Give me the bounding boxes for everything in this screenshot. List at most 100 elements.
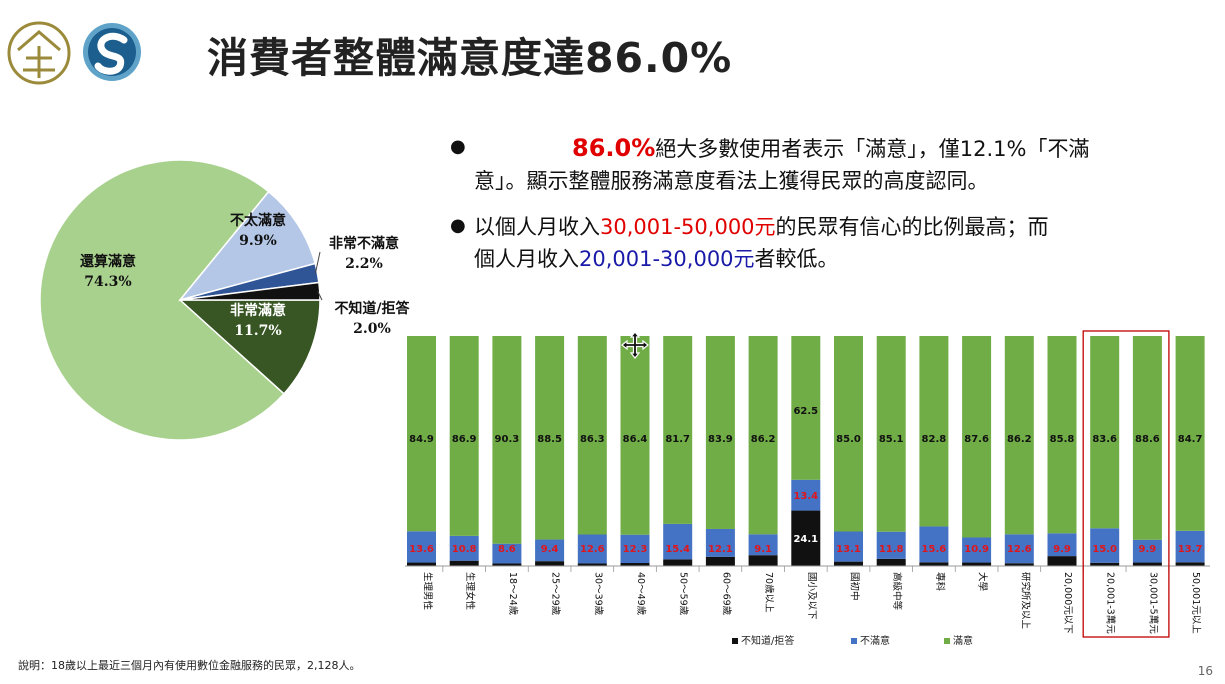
pie-slice-very-satisfied xyxy=(178,299,321,395)
bar-label-satisfied: 83.9 xyxy=(708,434,733,445)
bar-label-unsatisfied: 9.9 xyxy=(1053,544,1071,555)
page-number: 16 xyxy=(1197,664,1213,678)
bar-label-satisfied: 85.1 xyxy=(879,434,904,445)
pie-value-label: 2.2% xyxy=(345,256,383,272)
bullet-1-text-1: 絕大多數使用者表示「滿意」，僅12.1%「不滿 xyxy=(655,137,1090,161)
bar-label-unsatisfied: 12.1 xyxy=(708,544,733,555)
bar-category-label: 70歲以上 xyxy=(763,572,775,613)
bar-category-label: 20,001-3萬元 xyxy=(1105,572,1117,634)
legend-swatch-sat xyxy=(944,638,950,644)
bar-label-unsatisfied: 9.1 xyxy=(754,544,772,555)
bar-label-satisfied: 86.9 xyxy=(452,434,477,445)
pie-value-label: 2.0% xyxy=(353,321,391,337)
bar-label-satisfied: 84.7 xyxy=(1178,434,1203,445)
bar-label-dont-know: 24.1 xyxy=(793,534,818,545)
pie-leader-line xyxy=(314,251,321,274)
bar-category-label: 專科 xyxy=(934,572,946,592)
bar-segment-unsatisfied xyxy=(1047,533,1077,557)
bar-segment-unsatisfied xyxy=(1132,539,1162,563)
bar-category-label: 國小及以下 xyxy=(806,572,817,620)
bar-label-unsatisfied: 13.4 xyxy=(793,491,818,502)
legend-swatch-unsat xyxy=(851,638,857,644)
bar-segment-dont-know xyxy=(1004,563,1034,566)
bullet-2-mid: 的民眾有信心的比例最高；而 xyxy=(775,215,1049,239)
bullet-1: ● 86.0%絕大多數使用者表示「滿意」，僅12.1%「不滿 意」。顯示整體服務… xyxy=(450,132,1210,197)
bar-segment-dont-know xyxy=(919,562,949,566)
move-cursor-icon xyxy=(621,331,649,359)
pie-slice-dont-know xyxy=(179,281,321,301)
bar-label-unsatisfied: 9.9 xyxy=(1139,544,1157,555)
pie-label: 非常滿意 xyxy=(230,302,286,319)
bar-label-satisfied: 81.7 xyxy=(665,434,690,445)
bar-label-unsatisfied: 12.6 xyxy=(1007,544,1032,555)
bar-segment-unsatisfied xyxy=(620,534,650,564)
bar-segment-satisfied xyxy=(791,336,821,480)
bar-label-unsatisfied: 15.6 xyxy=(922,544,947,555)
bar-label-satisfied: 86.2 xyxy=(751,434,776,445)
bar-segment-satisfied xyxy=(1004,336,1034,535)
bar-segment-unsatisfied xyxy=(748,534,778,556)
bar-segment-satisfied xyxy=(492,336,522,544)
pie-value-label: 9.9% xyxy=(239,233,277,249)
pie-label: 非常不滿意 xyxy=(329,235,399,252)
bar-label-satisfied: 85.0 xyxy=(836,434,861,445)
bar-label-unsatisfied: 15.4 xyxy=(665,544,690,555)
bullet-2-blue: 20,001-30,000元 xyxy=(579,247,755,271)
bar-category-label: 生理男性 xyxy=(422,572,434,611)
pie-leader-line xyxy=(317,291,323,301)
bar-label-satisfied: 86.3 xyxy=(580,434,605,445)
bar-segment-satisfied xyxy=(663,336,693,524)
bar-label-unsatisfied: 11.8 xyxy=(879,544,904,555)
bar-label-unsatisfied: 13.1 xyxy=(836,544,861,555)
bar-segment-dont-know xyxy=(577,563,607,566)
bar-segment-dont-know xyxy=(407,562,436,566)
bar-segment-unsatisfied xyxy=(791,479,821,511)
bar-label-satisfied: 83.6 xyxy=(1092,434,1117,445)
bar-segment-satisfied xyxy=(919,336,949,527)
bar-segment-unsatisfied xyxy=(492,543,522,564)
bar-segment-satisfied xyxy=(705,336,735,529)
bar-segment-satisfied xyxy=(962,336,992,538)
bar-label-satisfied: 90.3 xyxy=(495,434,520,445)
bullet-dot-icon: ● xyxy=(450,215,466,236)
pie-slice-not-very-satisfied xyxy=(177,190,317,302)
bar-segment-unsatisfied xyxy=(834,531,863,562)
bar-label-satisfied: 85.8 xyxy=(1050,434,1075,445)
bar-segment-satisfied xyxy=(1047,336,1077,534)
bar-label-unsatisfied: 10.8 xyxy=(452,544,477,555)
bar-label-unsatisfied: 12.3 xyxy=(623,544,648,555)
bullet-2-pre2: 個人月收入 xyxy=(474,247,579,271)
bar-label-unsatisfied: 13.7 xyxy=(1178,544,1203,555)
bar-label-satisfied: 82.8 xyxy=(922,434,947,445)
bar-segment-satisfied xyxy=(1175,336,1205,531)
bar-label-unsatisfied: 15.0 xyxy=(1092,544,1117,555)
legend-item-sat: 滿意 xyxy=(944,632,973,647)
bar-segment-unsatisfied xyxy=(1004,534,1034,564)
footnote: 說明：18歲以上最近三個月內有使用數位金融服務的民眾，2,128人。 xyxy=(18,659,361,672)
legend-label-sat: 滿意 xyxy=(953,636,973,647)
bar-category-label: 50～59歲 xyxy=(678,572,690,616)
bar-label-satisfied: 84.9 xyxy=(409,434,434,445)
bar-segment-satisfied xyxy=(407,336,436,532)
bar-segment-dont-know xyxy=(834,561,863,566)
highlight-box xyxy=(1082,330,1170,638)
pie-label: 不太滿意 xyxy=(230,212,286,229)
bar-segment-satisfied xyxy=(834,336,863,532)
bar-label-satisfied: 88.6 xyxy=(1135,434,1160,445)
bar-label-unsatisfied: 9.4 xyxy=(541,544,559,555)
bar-segment-dont-know xyxy=(449,560,479,566)
bar-segment-satisfied xyxy=(449,336,479,536)
bar-label-satisfied: 62.5 xyxy=(793,406,818,417)
bar-segment-unsatisfied xyxy=(577,534,607,564)
bar-segment-unsatisfied xyxy=(962,537,992,563)
pie-slice-fairly-satisfied xyxy=(39,159,285,441)
bar-segment-satisfied xyxy=(876,336,906,532)
bar-segment-satisfied xyxy=(748,336,778,535)
bar-segment-dont-know xyxy=(492,563,522,566)
pie-label: 不知道/拒答 xyxy=(334,300,410,317)
bullet-2-post: 者較低。 xyxy=(754,247,839,271)
bar-segment-dont-know xyxy=(535,561,565,566)
bar-segment-unsatisfied xyxy=(449,535,479,561)
bar-category-label: 生理女性 xyxy=(464,572,476,611)
bar-segment-unsatisfied xyxy=(705,528,735,557)
